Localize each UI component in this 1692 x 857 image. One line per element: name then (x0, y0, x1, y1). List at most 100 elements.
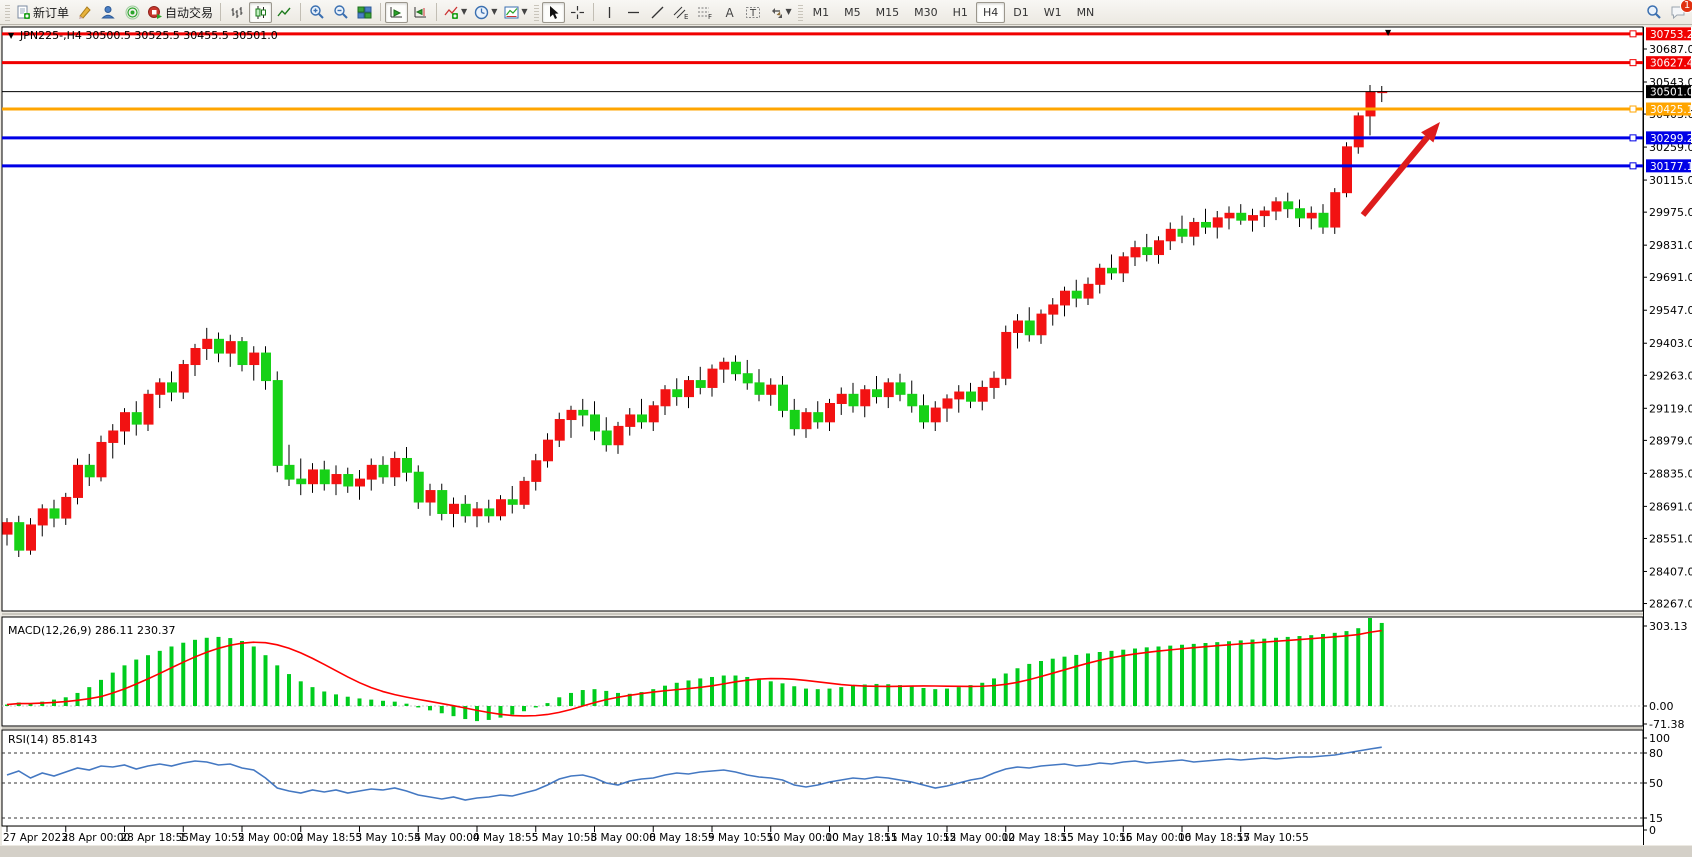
candlestick-chart-button[interactable] (249, 1, 273, 23)
timeframe-button-w1[interactable]: W1 (1043, 5, 1062, 19)
brush-icon (79, 5, 91, 19)
svg-text:29263.0: 29263.0 (1649, 369, 1692, 382)
arrows-icon (771, 7, 782, 18)
timeframe-button-m15[interactable]: M15 (875, 5, 900, 19)
indicators-icon (444, 6, 459, 19)
autotrading-button[interactable]: 自动交易 (145, 2, 216, 23)
equidistant-channel-button[interactable]: E (670, 2, 693, 23)
chat-button[interactable]: 1 (1666, 0, 1692, 23)
search-button[interactable] (1642, 2, 1665, 23)
periods-dropdown-caret: ▼ (491, 7, 498, 16)
text-label-button[interactable]: T (742, 2, 765, 23)
toolbar-grip[interactable] (5, 3, 10, 21)
toolbar-grip[interactable] (797, 3, 803, 21)
indicators-button[interactable]: ▼ (441, 2, 470, 23)
template-icon (504, 6, 519, 18)
candles (2, 84, 1388, 558)
timeframe-toolbar: M1 M5 M15 M30 H1 H4 D1 W1 MN (806, 1, 1102, 23)
svg-text:15: 15 (1649, 812, 1663, 825)
svg-text:30177.1: 30177.1 (1650, 161, 1692, 173)
horizontal-line-button[interactable] (622, 2, 645, 23)
styler-button[interactable] (73, 2, 96, 23)
line-chart-button[interactable] (273, 2, 296, 23)
signal-button[interactable] (121, 2, 144, 23)
text-button[interactable]: A (718, 2, 741, 23)
svg-text:30115.0: 30115.0 (1649, 174, 1692, 187)
chart-shift-button[interactable] (409, 2, 432, 23)
svg-text:29691.0: 29691.0 (1649, 271, 1692, 284)
price-badge (1646, 102, 1691, 116)
time-label: 28 Apr 00:00 (62, 832, 130, 844)
time-label: 12 May 00:00 (943, 832, 1015, 844)
arrows-dropdown-caret: ▼ (785, 7, 792, 16)
timeframe-button-m5[interactable]: M5 (844, 5, 861, 19)
main-panel (1, 26, 1644, 612)
zoom-in-button[interactable] (305, 2, 328, 23)
hline-handle (1629, 105, 1637, 113)
price-badge (1646, 56, 1691, 70)
svg-text:303.13: 303.13 (1649, 620, 1688, 633)
timeframe-button-mn[interactable]: MN (1076, 5, 1095, 19)
templates-dropdown-caret: ▼ (521, 7, 528, 16)
toolbar-separator (300, 3, 302, 21)
trendline-button[interactable] (646, 2, 669, 23)
timeframe-button-d1[interactable]: D1 (1013, 5, 1029, 19)
price-badge (1646, 159, 1691, 173)
svg-text:A: A (725, 6, 734, 20)
timeframe-button-h1[interactable]: H1 (952, 5, 968, 19)
auto-scroll-button[interactable] (385, 1, 409, 23)
svg-text:30425.1: 30425.1 (1650, 104, 1692, 116)
new-order-label: 新订单 (33, 5, 70, 20)
community-button[interactable] (97, 2, 120, 23)
tile-windows-button[interactable] (353, 2, 376, 23)
svg-text:28979.0: 28979.0 (1649, 434, 1692, 447)
trend-arrow-head (1421, 122, 1440, 143)
hline-handle (1629, 30, 1637, 38)
chart-canvas[interactable]: 30687.030543.030403.030259.030115.029975… (0, 25, 1692, 857)
price-badge (1646, 85, 1691, 99)
timeframe-button-h4[interactable]: H4 (975, 1, 1006, 23)
svg-text:29547.0: 29547.0 (1649, 304, 1692, 317)
bar-chart-button[interactable] (225, 2, 248, 23)
timeframe-button-m1[interactable]: M1 (812, 5, 830, 19)
time-label: 17 May 10:55 (1237, 832, 1309, 844)
price-badge (1646, 131, 1691, 145)
macd-signal-line (6, 629, 1382, 717)
channel-icon: E (673, 6, 688, 20)
rsi-label: RSI(14) 85.8143 (8, 733, 97, 746)
signal-icon (125, 5, 140, 19)
svg-text:29831.0: 29831.0 (1649, 239, 1692, 252)
trend-arrow[interactable] (1360, 135, 1430, 217)
auto-scroll-icon (390, 6, 403, 17)
svg-text:30627.4: 30627.4 (1650, 58, 1692, 70)
periods-button[interactable]: ▼ (471, 2, 500, 23)
cursor-button[interactable] (541, 1, 565, 23)
svg-text:100: 100 (1649, 732, 1670, 745)
tile-windows-icon (357, 6, 372, 18)
person-icon (101, 5, 115, 18)
time-label: 5 May 10:55 (532, 832, 597, 844)
clock-icon (474, 5, 489, 19)
zoom-out-icon (333, 5, 348, 19)
line-chart-icon (277, 7, 291, 16)
time-label: 15 May 10:55 (1061, 832, 1133, 844)
fibonacci-button[interactable]: F (694, 2, 717, 23)
templates-button[interactable]: ▼ (501, 2, 530, 23)
fibonacci-icon: F (698, 7, 712, 20)
crosshair-button[interactable] (566, 2, 589, 23)
window-bottom-edge (0, 846, 1692, 857)
candlestick-icon (255, 5, 267, 19)
svg-text:30501.0: 30501.0 (1650, 87, 1692, 99)
zoom-out-button[interactable] (329, 2, 352, 23)
new-order-button[interactable]: 新订单 (13, 2, 72, 23)
time-label: 9 May 10:55 (708, 832, 773, 844)
rsi-line (6, 746, 1382, 801)
vertical-line-button[interactable] (598, 2, 621, 23)
time-label: 2 May 18:55 (297, 832, 362, 844)
timeframe-button-m30[interactable]: M30 (914, 5, 938, 19)
svg-text:28551.0: 28551.0 (1649, 532, 1692, 545)
trendline-icon (651, 6, 663, 18)
toolbar-grip[interactable] (533, 3, 539, 21)
arrows-button[interactable]: ▼ (766, 2, 795, 23)
hline-handle (1629, 134, 1637, 142)
